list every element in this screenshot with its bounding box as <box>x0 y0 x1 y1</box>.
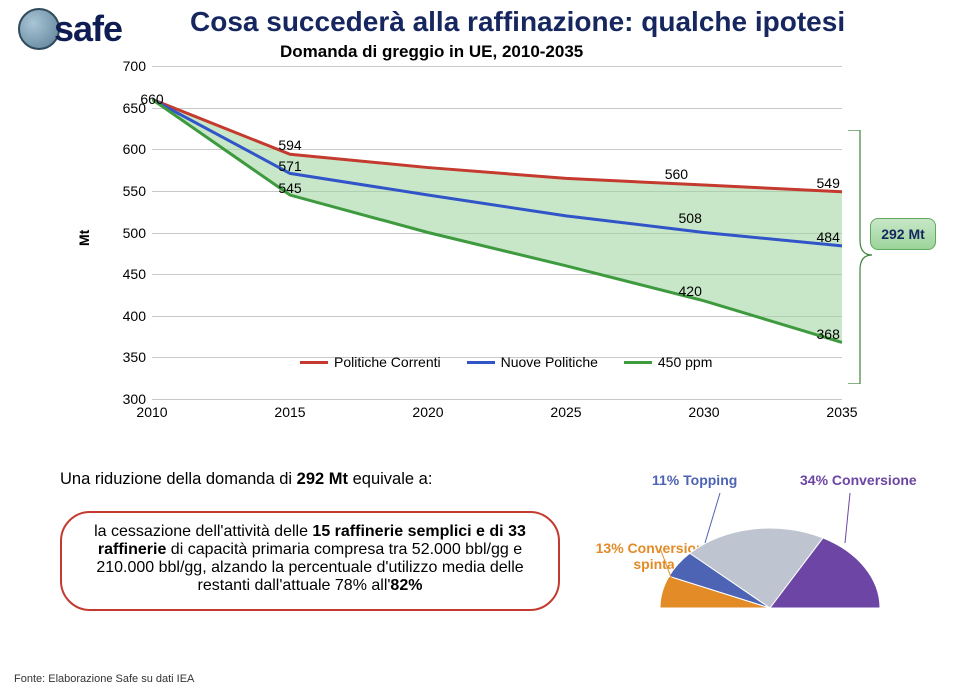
y-axis-title: Mt <box>76 230 92 246</box>
txt: equivale a: <box>348 470 432 488</box>
data-label: 594 <box>278 137 301 153</box>
footer-source: Fonte: Elaborazione Safe su dati IEA <box>14 673 194 685</box>
legend: Politiche Correnti Nuove Politiche 450 ppm <box>300 354 712 370</box>
y-tick-label: 600 <box>112 141 146 157</box>
data-label: 508 <box>679 210 702 226</box>
y-tick-label: 700 <box>112 58 146 74</box>
plot-area: 660594571545560549508484420368 <box>152 66 842 399</box>
page-title: Cosa succederà alla raffinazione: qualch… <box>190 6 845 38</box>
leader-line <box>660 548 672 580</box>
y-tick-label: 450 <box>112 266 146 282</box>
lower-text-block: Una riduzione della domanda di 292 Mt eq… <box>60 470 560 611</box>
pie-container: 11% Topping 34% Conversione 13% Conversi… <box>600 470 930 630</box>
data-label: 660 <box>140 91 163 107</box>
bracket-icon <box>848 130 872 384</box>
y-tick-label: 400 <box>112 308 146 324</box>
x-tick-label: 2015 <box>274 404 305 420</box>
legend-swatch <box>624 361 652 364</box>
txt: Una riduzione della domanda di <box>60 470 297 488</box>
y-tick-label: 500 <box>112 225 146 241</box>
gridline <box>152 399 842 400</box>
x-tick-label: 2010 <box>136 404 167 420</box>
leader-line <box>845 493 850 543</box>
data-label: 545 <box>278 180 301 196</box>
x-tick-label: 2025 <box>550 404 581 420</box>
area-fill <box>152 99 842 342</box>
leader-line <box>705 493 720 543</box>
legend-label: 450 ppm <box>658 354 712 370</box>
pie-label-topping: 11% Topping <box>652 472 737 488</box>
txt-bold: 292 Mt <box>297 470 348 488</box>
data-label: 484 <box>817 229 840 245</box>
legend-swatch <box>467 361 495 364</box>
txt: la cessazione dell'attività delle <box>94 523 312 540</box>
legend-item: Politiche Correnti <box>300 354 441 370</box>
callout-badge: 292 Mt <box>870 218 936 250</box>
red-outlined-box: la cessazione dell'attività delle 15 raf… <box>60 511 560 611</box>
x-tick-label: 2035 <box>826 404 857 420</box>
reduction-sentence: Una riduzione della domanda di 292 Mt eq… <box>60 470 560 489</box>
logo-text: safe <box>54 8 122 50</box>
pie-label-conversione: 34% Conversione <box>800 472 917 488</box>
txt-bold: 82% <box>390 577 422 594</box>
y-tick-label: 550 <box>112 183 146 199</box>
legend-label: Nuove Politiche <box>501 354 598 370</box>
half-pie-chart <box>650 488 890 618</box>
legend-item: Nuove Politiche <box>467 354 598 370</box>
data-label: 549 <box>817 175 840 191</box>
logo: safe <box>18 8 122 50</box>
data-label: 368 <box>817 326 840 342</box>
legend-label: Politiche Correnti <box>334 354 441 370</box>
data-label: 560 <box>665 166 688 182</box>
legend-item: 450 ppm <box>624 354 712 370</box>
x-tick-label: 2030 <box>688 404 719 420</box>
y-tick-label: 350 <box>112 349 146 365</box>
legend-swatch <box>300 361 328 364</box>
data-label: 420 <box>679 283 702 299</box>
line-chart <box>152 66 842 399</box>
data-label: 571 <box>278 158 301 174</box>
x-tick-label: 2020 <box>412 404 443 420</box>
